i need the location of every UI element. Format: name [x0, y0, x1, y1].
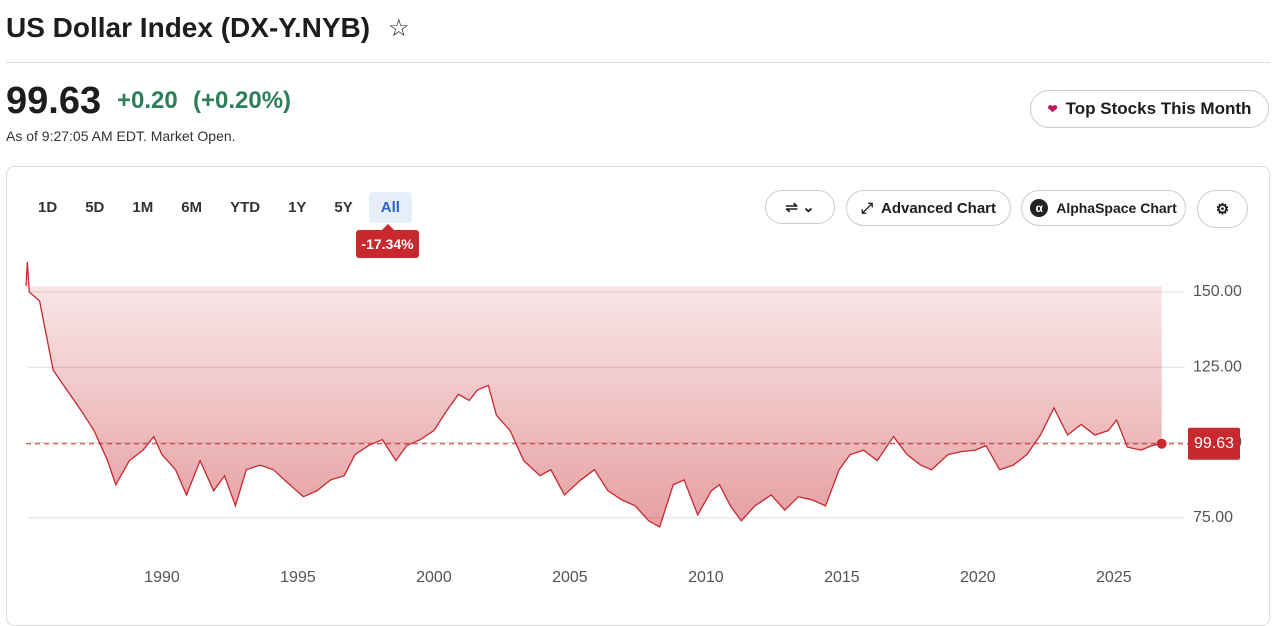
promo-button[interactable]: ❤ Top Stocks This Month [1030, 90, 1269, 128]
x-tick-label: 2005 [552, 569, 588, 586]
range-tab[interactable]: 5Y [334, 199, 353, 216]
chart-type-dropdown[interactable]: ⇌ ⌄ [765, 190, 835, 224]
range-tab[interactable]: 1D [38, 199, 58, 216]
price-line [25, 261, 1162, 528]
y-tick-label: 150.00 [1193, 283, 1242, 300]
range-tab[interactable]: All [368, 192, 412, 223]
y-tick-label: 75.00 [1193, 509, 1233, 526]
x-tick-label: 2020 [960, 569, 996, 586]
advanced-chart-button[interactable]: ⤢ Advanced Chart [846, 190, 1011, 226]
x-tick-label: 1990 [144, 569, 180, 586]
price-change-percent: (+0.20%) [193, 87, 292, 114]
range-tab[interactable]: 5D [85, 199, 105, 216]
button-label: Advanced Chart [880, 199, 997, 217]
range-tab[interactable]: YTD [230, 199, 261, 216]
alphaspace-button[interactable]: α AlphaSpace Chart [1021, 190, 1186, 226]
x-tick-label: 2000 [416, 569, 452, 586]
page: US Dollar Index (DX-Y.NYB) ☆ 99.63 +0.20… [6, 12, 1270, 626]
promo-label: Top Stocks This Month [1065, 99, 1252, 118]
as-of: As of 9:27:05 AM EDT. Market Open. [6, 128, 236, 144]
page-title: US Dollar Index (DX-Y.NYB) [6, 12, 371, 43]
area-fill [26, 261, 1162, 527]
range-tabs: 1D 5D 1M 6M YTD 1Y 5Y All [26, 192, 412, 223]
x-tick-label: 2025 [1096, 569, 1132, 586]
chart: 75.00100.00125.00150.0019901995200020052… [25, 261, 1242, 586]
watch-star[interactable]: ☆ [388, 15, 410, 42]
settings-button[interactable]: ⚙ [1197, 190, 1248, 228]
last-point [1156, 438, 1167, 449]
price-badge [1188, 427, 1240, 460]
button-label: AlphaSpace Chart [1056, 200, 1177, 216]
range-change: -17.34% [356, 224, 419, 258]
divider [6, 62, 1270, 63]
x-tick-label: 2010 [688, 569, 724, 586]
range-tab[interactable]: 1Y [288, 199, 307, 216]
price-change: +0.20 [117, 87, 178, 114]
y-tick-label: 125.00 [1193, 358, 1242, 375]
price-badge-label: 99.63 [1194, 435, 1234, 452]
range-tab[interactable]: 1M [132, 199, 154, 216]
x-tick-label: 2015 [824, 569, 860, 586]
price: 99.63 [6, 80, 102, 122]
x-tick-label: 1995 [280, 569, 316, 586]
range-tab[interactable]: 6M [181, 199, 203, 216]
